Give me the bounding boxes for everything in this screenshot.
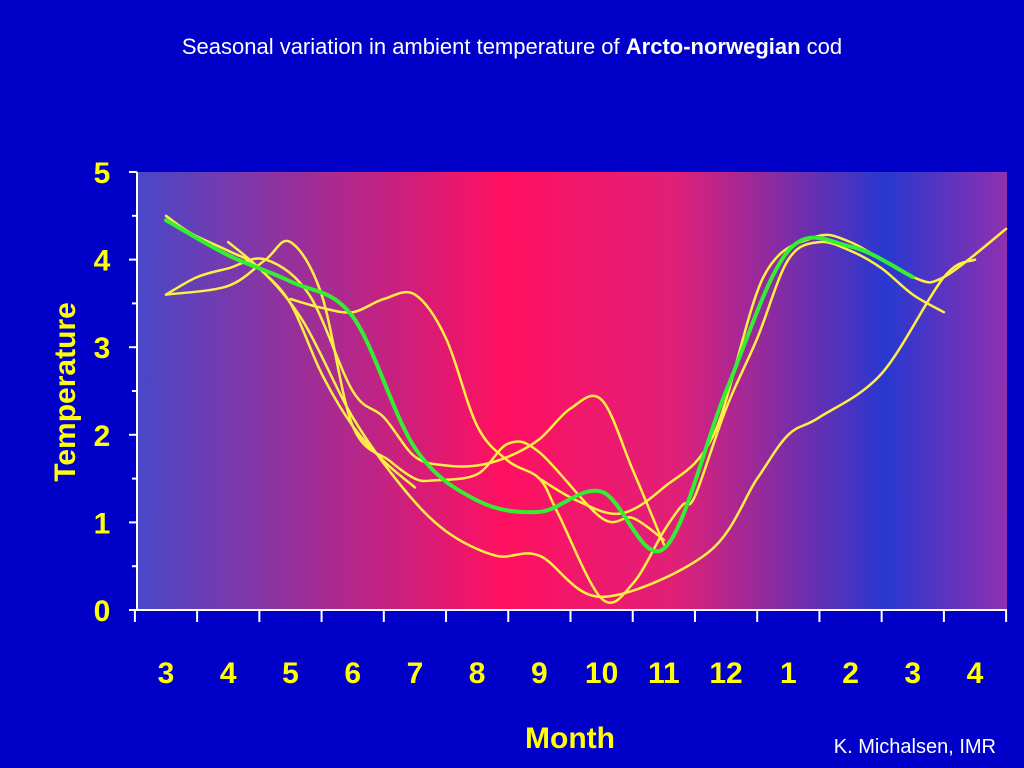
- y-axis-title: Temperature: [49, 302, 82, 482]
- title-suffix: cod: [800, 34, 843, 59]
- x-tick-label: 12: [709, 657, 742, 690]
- x-tick-label: 4: [967, 657, 984, 690]
- x-tick-label: 2: [842, 657, 859, 690]
- x-tick-label: 4: [220, 657, 237, 690]
- y-tick-label: 1: [94, 507, 111, 540]
- y-tick-label: 2: [94, 420, 111, 453]
- y-tick-label: 0: [94, 595, 111, 628]
- title-prefix: Seasonal variation in ambient temperatur…: [181, 34, 626, 59]
- x-tick-label: 11: [648, 657, 680, 690]
- title-bold: Arcto-norwegian: [625, 34, 801, 59]
- x-tick-label: 3: [158, 657, 175, 690]
- x-tick-label: 5: [282, 657, 299, 690]
- x-tick-label: 6: [344, 657, 361, 690]
- x-tick-label: 3: [904, 657, 921, 690]
- x-tick-label: 1: [780, 657, 797, 690]
- x-tick-label: 10: [585, 657, 618, 690]
- y-tick-label: 4: [94, 245, 111, 278]
- series-line-mean: [164, 218, 915, 554]
- x-axis-title: Month: [525, 722, 615, 755]
- slide-title: Seasonal variation in ambient temperatur…: [0, 34, 1024, 60]
- x-tick-label: 9: [531, 657, 548, 690]
- series-line-6: [289, 240, 946, 605]
- credit-text: K. Michalsen, IMR: [833, 736, 996, 758]
- series-line-3: [164, 239, 666, 542]
- y-tick-label: 5: [94, 157, 111, 190]
- x-tick-label: 8: [469, 657, 486, 690]
- x-tick-label: 7: [407, 657, 424, 690]
- series-line-5: [538, 227, 1008, 516]
- series-layer: [164, 214, 1008, 605]
- y-tick-label: 3: [94, 332, 111, 365]
